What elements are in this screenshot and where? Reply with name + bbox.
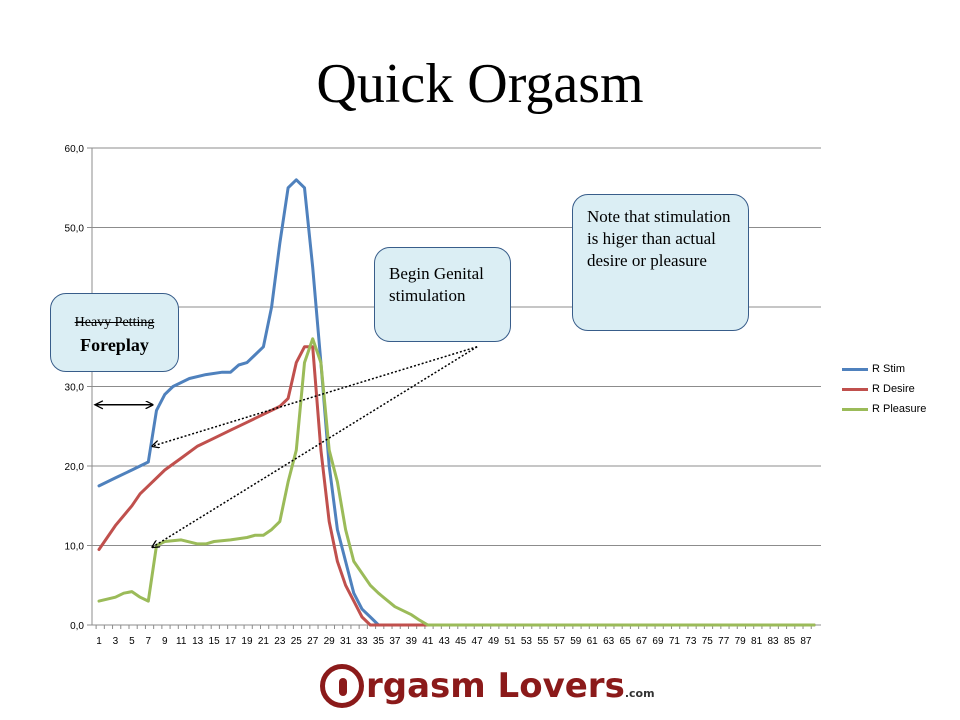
legend-swatch: [842, 388, 868, 391]
x-tick-label: 23: [274, 636, 286, 647]
x-tick-label: 49: [488, 636, 500, 647]
x-tick-label: 87: [800, 636, 812, 647]
series-lines: [97, 178, 816, 627]
x-tick-label: 5: [129, 636, 135, 647]
dotted-arrow: [152, 346, 478, 446]
x-tick-label: 13: [192, 636, 204, 647]
x-tick-label: 19: [241, 636, 253, 647]
x-tick-label: 51: [504, 636, 516, 647]
x-tick-label: 17: [225, 636, 237, 647]
x-tick-label: 53: [521, 636, 533, 647]
x-tick-label: 3: [113, 636, 119, 647]
y-tick-label: 0,0: [70, 621, 84, 632]
y-tick-label: 60,0: [65, 144, 85, 155]
x-tick-label: 59: [570, 636, 582, 647]
legend-swatch: [842, 368, 868, 371]
x-tick-label: 11: [176, 636, 187, 647]
x-tick-label: 29: [324, 636, 336, 647]
y-tick-labels: 0,010,020,030,040,050,060,0: [65, 144, 85, 632]
x-tick-label: 15: [209, 636, 221, 647]
x-tick-label: 83: [767, 636, 779, 647]
foreplay-label: Foreplay: [80, 335, 149, 355]
x-tick-label: 61: [587, 636, 599, 647]
series-line-r-stim: [97, 178, 816, 627]
x-tick-label: 47: [472, 636, 484, 647]
page-title: Quick Orgasm: [316, 53, 644, 115]
x-tick-label: 77: [718, 636, 730, 647]
orgasm-lovers-logo: rgasm Lovers.com: [320, 664, 655, 712]
x-tick-label: 43: [439, 636, 451, 647]
legend-label: R Stim: [872, 363, 905, 375]
series-line-r-desire: [97, 345, 816, 627]
note-callout: Note that stimulation is higer than actu…: [572, 194, 749, 331]
x-tick-label: 41: [422, 636, 434, 647]
x-tick-label: 75: [702, 636, 714, 647]
legend-swatch: [842, 408, 868, 411]
x-tick-label: 21: [258, 636, 270, 647]
x-tick-label: 55: [537, 636, 549, 647]
y-tick-label: 10,0: [65, 542, 85, 553]
x-tick-label: 63: [603, 636, 615, 647]
x-tick-label: 1: [96, 636, 102, 647]
x-tick-label: 9: [162, 636, 168, 647]
logo-text: rgasm Lovers.com: [366, 666, 655, 706]
x-tick-label: 71: [669, 636, 681, 647]
x-tick-label: 67: [636, 636, 648, 647]
x-tick-label: 39: [406, 636, 418, 647]
x-tick-label: 27: [307, 636, 319, 647]
x-tick-label: 45: [455, 636, 467, 647]
x-tick-label: 7: [146, 636, 152, 647]
heavy-petting-label: Heavy Petting: [74, 315, 155, 330]
x-tick-label: 25: [291, 636, 303, 647]
x-tick-label: 69: [652, 636, 664, 647]
double-arrow-left-head: [93, 400, 104, 410]
x-tick-label: 85: [784, 636, 796, 647]
logo-o-icon: [320, 664, 364, 708]
x-tick-label: 35: [373, 636, 385, 647]
x-tick-label: 37: [389, 636, 401, 647]
y-tick-label: 50,0: [65, 224, 85, 235]
y-tick-label: 20,0: [65, 462, 85, 473]
x-tick-label: 73: [685, 636, 697, 647]
series-line-r-pleasure: [97, 337, 816, 627]
x-tick-label: 65: [620, 636, 632, 647]
dotted-arrow: [152, 346, 478, 547]
x-tick-label: 57: [554, 636, 566, 647]
x-tick-labels: 1 3 5 7 9 11 13 15 17 19 21 23 25 27 29 31 33 35 37 39 41 43 4…: [96, 636, 812, 647]
logo-suffix: .com: [624, 687, 655, 700]
x-tick-label: 79: [735, 636, 747, 647]
x-tick-label: 33: [356, 636, 368, 647]
annotation-arrows: [93, 346, 478, 547]
x-tick-label: 31: [340, 636, 352, 647]
genital-stimulation-callout: Begin Genital stimulation: [374, 247, 511, 342]
legend-label: R Pleasure: [872, 403, 927, 415]
legend-label: R Desire: [872, 383, 915, 395]
foreplay-callout: Heavy Petting Foreplay: [50, 293, 179, 372]
x-tick-label: 81: [751, 636, 763, 647]
logo-wordmark: rgasm Lovers: [366, 666, 625, 706]
y-tick-label: 30,0: [65, 383, 85, 394]
